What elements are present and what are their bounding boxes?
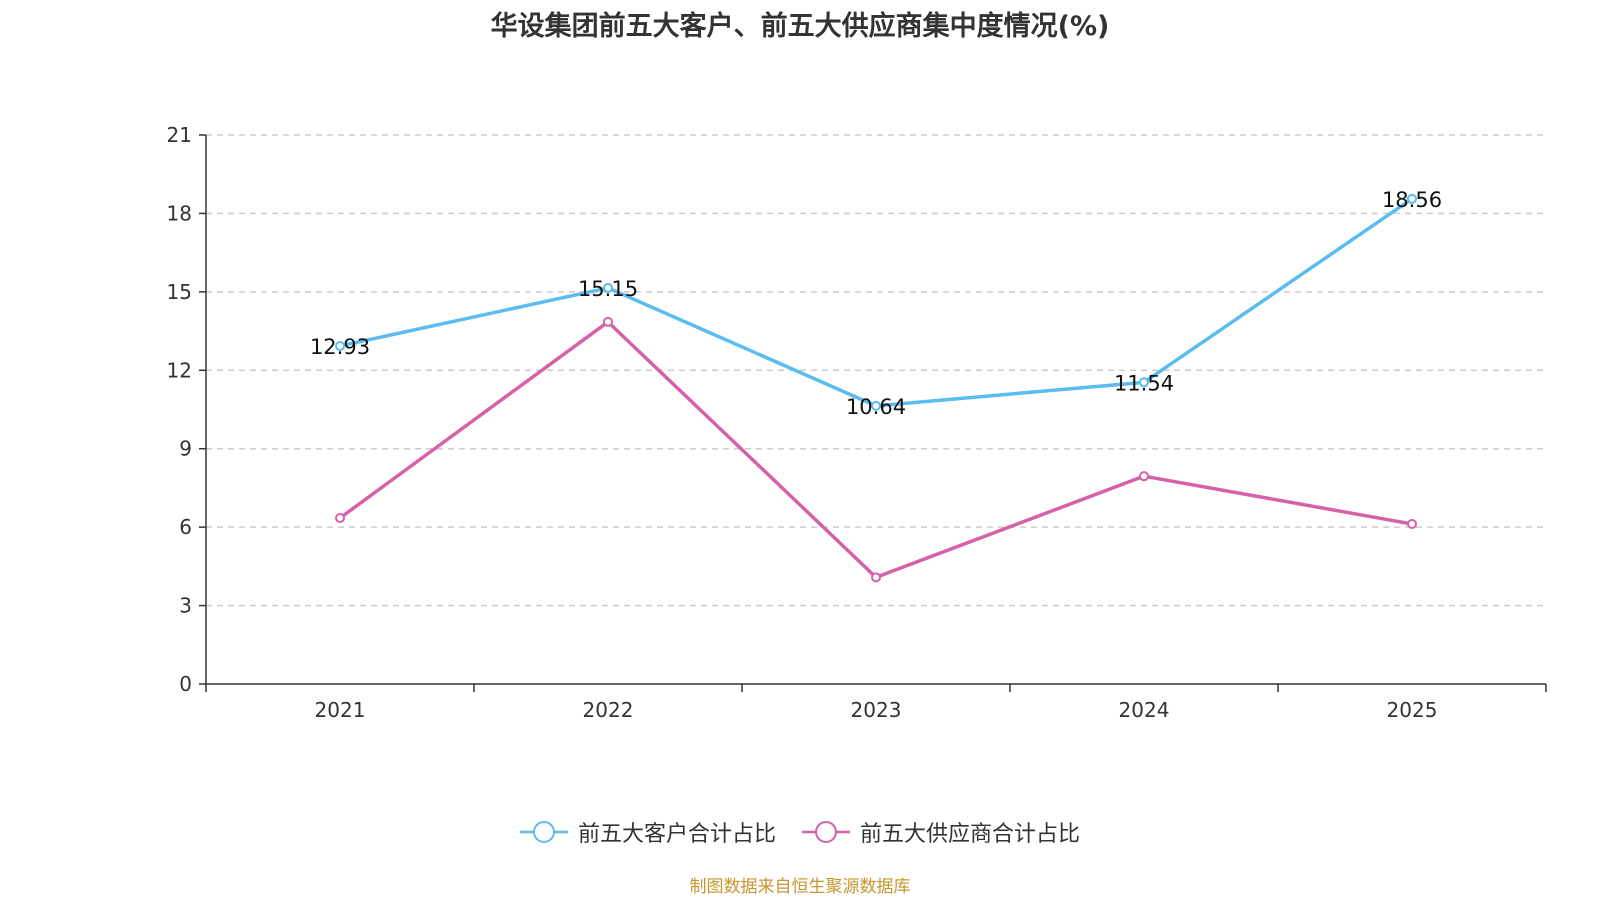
y-tick-label: 9 xyxy=(179,437,192,461)
legend-item-suppliers[interactable]: 前五大供应商合计占比 xyxy=(802,816,1080,848)
data-label: 10.64 xyxy=(846,395,906,419)
data-point xyxy=(335,512,345,523)
legend-label-suppliers: 前五大供应商合计占比 xyxy=(860,822,1081,847)
data-label: 18.56 xyxy=(1382,188,1442,212)
data-point xyxy=(1407,193,1417,204)
data-point xyxy=(335,340,345,351)
data-point xyxy=(603,316,613,327)
legend-line-circle-icon xyxy=(519,821,568,843)
y-tick-label: 6 xyxy=(179,515,192,539)
y-tick-label: 21 xyxy=(167,123,192,147)
axes: 0 3 6 9 12 15 18 21 2021 2022 2023 2024 2025 xyxy=(167,123,1547,722)
legend-line-circle-icon xyxy=(802,821,850,843)
data-label: 11.54 xyxy=(1114,371,1174,395)
x-tick-label: 2025 xyxy=(1387,698,1438,722)
y-tick-label: 12 xyxy=(167,358,192,382)
data-label: 15.15 xyxy=(578,277,638,301)
source-note: 制图数据来自恒生聚源数据库 xyxy=(689,877,911,897)
legend-item-customers[interactable]: 前五大客户合计占比 xyxy=(519,816,776,848)
x-tick-label: 2024 xyxy=(1119,698,1170,722)
grid-lines xyxy=(206,134,1546,607)
data-point xyxy=(871,572,881,583)
data-labels: 12.93 15.15 10.64 11.54 18.56 xyxy=(310,188,1442,419)
legend: 前五大客户合计占比 前五大供应商合计占比 xyxy=(0,816,1600,848)
y-tick-label: 18 xyxy=(167,201,192,225)
x-tick-label: 2022 xyxy=(583,698,634,722)
x-tick-label: 2023 xyxy=(851,698,902,722)
series-markers xyxy=(335,193,1417,583)
x-tick-label: 2021 xyxy=(315,698,366,722)
legend-label-customers: 前五大客户合计占比 xyxy=(577,822,776,847)
data-label: 12.93 xyxy=(310,335,370,359)
data-point xyxy=(603,282,613,293)
series-line-0 xyxy=(339,197,1413,408)
data-point xyxy=(1139,377,1149,388)
data-point xyxy=(1139,471,1149,482)
y-tick-label: 15 xyxy=(167,280,192,304)
y-tick-label: 0 xyxy=(179,672,192,696)
series-line-1 xyxy=(338,320,1413,580)
data-point xyxy=(871,400,881,411)
chart-title: 华设集团前五大客户、前五大供应商集中度情况(%) xyxy=(490,11,1110,42)
data-point xyxy=(1407,519,1417,530)
y-tick-label: 3 xyxy=(179,594,192,618)
series-lines xyxy=(338,197,1413,580)
